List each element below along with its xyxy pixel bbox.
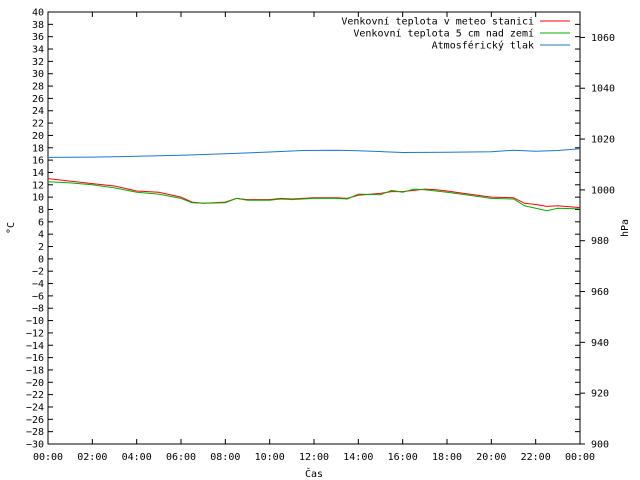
x-tick-label: 20:00 [476, 452, 506, 463]
y2-tick-label: 980 [591, 236, 609, 247]
y-tick-label: 40 [32, 8, 44, 19]
y-axis-ticks: 4038363432302826242220181614121086420−2−… [26, 8, 580, 451]
series-line-3 [47, 148, 581, 158]
x-tick-label: 04:00 [122, 452, 152, 463]
y-tick-label: 24 [32, 106, 44, 117]
y2-tick-label: 1060 [591, 33, 615, 44]
y2-tick-label: 940 [591, 338, 609, 349]
y-tick-label: 22 [32, 119, 44, 130]
x-tick-label: 16:00 [388, 452, 418, 463]
x-tick-label: 00:00 [33, 452, 63, 463]
y-tick-label: 34 [32, 45, 44, 56]
y-tick-label: −28 [26, 427, 44, 438]
y-tick-label: 2 [38, 242, 44, 253]
y-tick-label: −18 [26, 365, 44, 376]
y-tick-label: 4 [38, 230, 44, 241]
x-tick-label: 22:00 [521, 452, 551, 463]
y-tick-label: −10 [26, 316, 44, 327]
y-tick-label: 30 [32, 69, 44, 80]
x-tick-label: 08:00 [210, 452, 240, 463]
y2-tick-label: 900 [591, 440, 609, 451]
y-tick-label: −8 [32, 304, 44, 315]
y-axis-title: °C [6, 222, 17, 234]
y-tick-label: −24 [26, 402, 44, 413]
legend-label-2: Venkovní teplota 5 cm nad zemí [353, 28, 534, 40]
x-tick-label: 02:00 [77, 452, 107, 463]
y-tick-label: 38 [32, 20, 44, 31]
y2-tick-label: 1040 [591, 84, 615, 95]
y-tick-label: 16 [32, 156, 44, 167]
plot-frame [47, 11, 581, 445]
y-tick-label: −12 [26, 328, 44, 339]
y2-tick-label: 920 [591, 389, 609, 400]
y-tick-label: −26 [26, 415, 44, 426]
x-tick-label: 06:00 [166, 452, 196, 463]
x-tick-label: 10:00 [255, 452, 285, 463]
x-tick-label: 12:00 [299, 452, 329, 463]
y-tick-label: 14 [32, 168, 44, 179]
legend-label-3: Atmosférický tlak [432, 40, 534, 52]
x-axis-ticks: 00:00 02:00 04:00 06:00 08:00 10:00 12:00 14:00… [33, 12, 595, 463]
legend: Venkovní teplota v meteo staniciVenkovní… [341, 16, 570, 52]
y-tick-label: −22 [26, 390, 44, 401]
x-tick-label: 14:00 [343, 452, 373, 463]
series-lines [47, 148, 581, 212]
y-tick-label: 18 [32, 143, 44, 154]
y2-axis-ticks: 1060 1040 1020 1000 980 960 940 920 900 [580, 33, 615, 451]
y2-tick-label: 1020 [591, 135, 615, 146]
y2-axis-title: hPa [620, 219, 631, 237]
y-tick-label: 8 [38, 205, 44, 216]
y-tick-label: 28 [32, 82, 44, 93]
y-tick-label: 26 [32, 94, 44, 105]
y-tick-label: −4 [32, 279, 44, 290]
x-axis-title: Čas [305, 467, 323, 480]
y-tick-label: 20 [32, 131, 44, 142]
y-tick-label: 10 [32, 193, 44, 204]
y2-tick-label: 1000 [591, 185, 615, 196]
y-tick-label: −16 [26, 353, 44, 364]
y-tick-label: −2 [32, 267, 44, 278]
y-tick-label: 12 [32, 180, 44, 191]
y-tick-label: 0 [38, 254, 44, 265]
y-tick-label: 6 [38, 217, 44, 228]
y2-tick-label: 960 [591, 287, 609, 298]
y-tick-label: −14 [26, 341, 44, 352]
y-tick-label: −30 [26, 440, 44, 451]
y-tick-label: 36 [32, 32, 44, 43]
x-tick-label: 00:00 [565, 452, 595, 463]
y-tick-label: 32 [32, 57, 44, 68]
y-tick-label: −20 [26, 378, 44, 389]
series-line-2 [47, 181, 581, 212]
y-tick-label: −6 [32, 291, 44, 302]
legend-label-1: Venkovní teplota v meteo stanici [341, 16, 534, 28]
x-tick-label: 18:00 [432, 452, 462, 463]
series-line-1 [47, 178, 581, 209]
